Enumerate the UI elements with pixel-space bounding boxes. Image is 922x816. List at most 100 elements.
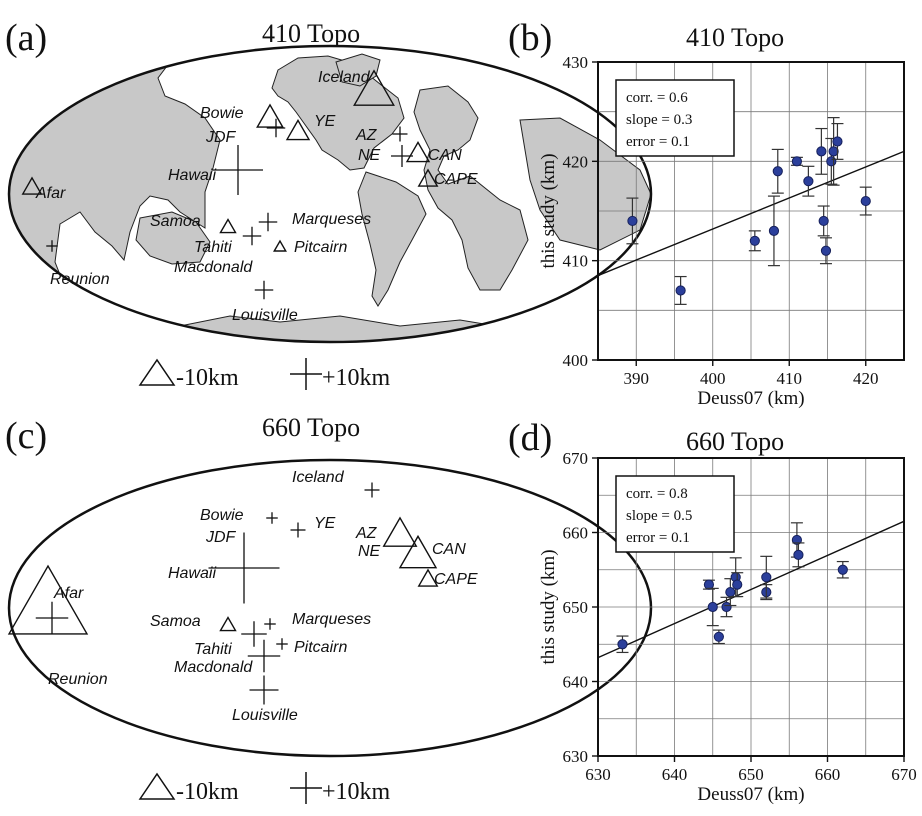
panel-b-title: 410 Topo [686,23,784,52]
point-marker [803,176,814,187]
data-point [731,572,744,598]
depression-triangle-marker [285,119,311,141]
data-point [748,230,761,252]
panel-d-title: 660 Topo [686,427,784,456]
place-label-louisville: Louisville [232,707,298,724]
depression-triangle-marker [382,516,418,547]
panel-d: (d) 660 Topo 630 640 650 660 670 630 640 650 660… [508,417,917,805]
elevation-cross-marker [266,118,286,138]
elevation-cross-marker [264,618,276,630]
elevation-cross-marker [213,145,263,195]
stats-line: error = 0.1 [626,134,690,150]
place-label-samoa: Samoa [150,213,201,230]
panel-a: (a) 410 Topo Iceland Bowie JDF YE AZ NE [5,17,653,391]
y-tick-label: 400 [563,351,589,370]
legend-minus-label: -10km [176,779,239,805]
point-marker [820,245,832,256]
elevation-cross-marker [35,601,69,635]
data-point [836,560,849,579]
depression-triangle-marker [353,69,395,106]
point-marker [721,601,732,613]
y-tick-label: 670 [563,449,589,468]
place-label-can: CAN [432,541,466,558]
elevation-cross-marker [364,482,380,498]
landmass-south-america [357,171,427,307]
elevation-cross-marker [254,280,274,300]
place-label-can: CAN [428,147,462,164]
elevation-cross-marker [46,240,58,252]
data-point [815,127,828,175]
data-point [720,596,733,618]
data-point [771,148,784,194]
data-point [702,579,715,590]
point-marker [791,534,803,546]
y-tick-label: 430 [563,53,589,72]
data-point [706,587,719,627]
stats-box-frame [615,475,735,553]
scatter-chart-d: 630 640 650 660 670 630 640 650 660 670 Deuss07 (k… [538,449,917,805]
point-marker [675,285,686,296]
stats-box: corr. = 0.8 slope = 0.5 error = 0.1 [615,475,735,553]
map-ocean [9,460,651,756]
point-marker [768,225,780,236]
point-marker [837,564,848,575]
place-label-tahiti: Tahiti [194,239,232,256]
data-point [790,522,803,558]
x-axis-label: Deuss07 (km) [697,784,804,805]
data-point [819,237,832,265]
data-point [817,205,830,237]
place-label-jdf: JDF [205,529,237,546]
legend-a: -10km +10km [138,358,391,391]
elevation-cross-marker [241,621,267,647]
place-label-az: AZ [355,127,378,144]
place-label-ne: NE [358,147,381,164]
x-tick-label: 410 [777,369,803,388]
landmass-antarctica [59,315,601,342]
data-point [831,122,844,160]
stats-line: corr. = 0.8 [626,486,688,502]
panel-d-letter: (d) [508,417,552,459]
legend-plus-label: +10km [322,779,391,805]
depression-triangle-marker [21,176,43,195]
place-label-marqueses: Marqueses [292,211,371,228]
data-point [790,156,803,167]
place-label-bowie: Bowie [200,105,244,122]
depression-triangle-marker [219,616,237,632]
x-tick-label: 640 [662,765,688,784]
data-point [792,542,805,568]
elevation-cross-marker [392,126,408,142]
point-marker [707,601,718,613]
place-label-macdonald: Macdonald [174,259,253,276]
x-tick-label: 390 [624,369,650,388]
depression-triangle-marker [219,218,237,234]
depression-triangle-marker [273,239,287,252]
place-label-bowie: Bowie [200,507,244,524]
place-label-iceland: Iceland [318,69,371,86]
place-label-ye: YE [314,515,336,532]
point-marker [761,572,772,583]
place-label-az: AZ [355,525,378,542]
stats-line: slope = 0.5 [626,508,692,524]
elevation-cross-marker [249,675,279,705]
place-label-cape: CAPE [434,571,478,588]
data-point [760,555,773,599]
elevation-cross-marker [258,212,278,232]
point-marker [826,156,837,167]
place-label-iceland: Iceland [292,469,345,486]
plot-frame [597,61,905,361]
depression-triangle-marker [417,568,439,587]
world-map-a: Iceland Bowie JDF YE AZ NE CAN CAPE Afar… [7,44,653,344]
x-tick-label: 670 [891,765,917,784]
triangle-icon [138,772,176,800]
map-c-markers [7,482,439,705]
x-tick-label: 630 [585,765,611,784]
place-label-pitcairn: Pitcairn [294,639,347,656]
regression-line [597,150,905,277]
depression-triangle-marker [256,103,284,128]
data-point [626,197,639,245]
place-label-macdonald: Macdonald [174,659,253,676]
place-label-afar: Afar [53,585,84,602]
landmass-europe-africa-east [413,85,529,291]
place-label-marqueses: Marqueses [292,611,371,628]
stats-line: corr. = 0.6 [626,90,688,106]
